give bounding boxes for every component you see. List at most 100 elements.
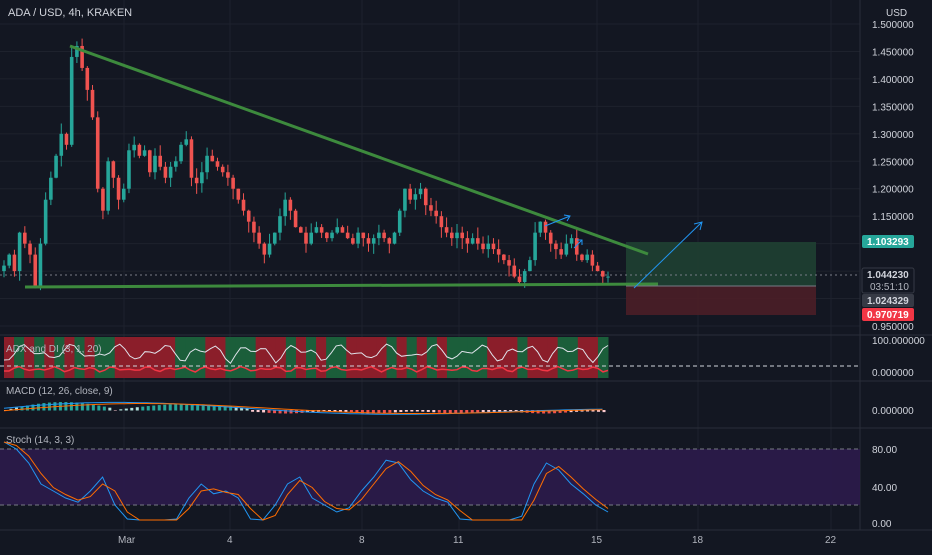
candle-body <box>548 232 553 244</box>
adx-line <box>3 343 609 364</box>
candle-body <box>496 249 501 255</box>
macd-bar <box>141 406 145 411</box>
adx-bar <box>215 337 226 378</box>
adx-bar <box>487 337 498 378</box>
projection-arrows[interactable] <box>544 214 703 289</box>
adx-bar <box>537 337 549 378</box>
candle-body <box>95 117 100 189</box>
stop-zone[interactable] <box>626 286 816 315</box>
macd-bar <box>503 410 507 412</box>
macd-bar <box>47 402 51 411</box>
svg-text:1.103293: 1.103293 <box>867 237 909 248</box>
currency-label: USD <box>886 8 907 19</box>
candle-body <box>397 210 402 233</box>
candle-body <box>262 243 267 255</box>
candle-body <box>408 188 412 200</box>
price-tick-5: 1.250000 <box>872 157 914 168</box>
symbol-title[interactable]: ADA / USD, 4h, KRAKEN <box>8 7 132 19</box>
candle-body <box>189 139 194 178</box>
adx-bar <box>507 337 518 378</box>
macd-bar <box>42 403 46 411</box>
stoch-tick-80: 80.00 <box>872 445 897 456</box>
adx-bar <box>34 337 45 378</box>
macd-bar <box>223 405 227 411</box>
macd-bar <box>91 404 95 411</box>
stoch-tick-40: 40.00 <box>872 483 897 494</box>
adx-bar <box>165 337 176 378</box>
adx-bar <box>265 337 277 378</box>
macd-bar <box>432 410 436 413</box>
macd-bar <box>278 410 282 414</box>
adx-bar <box>155 337 166 378</box>
time-label-4: 4 <box>227 535 233 546</box>
candle-body <box>54 155 58 178</box>
time-label-8: 8 <box>359 535 365 546</box>
entry-badge: 1.024329 <box>862 294 914 307</box>
candle-body <box>356 232 360 244</box>
candle-body <box>153 155 157 173</box>
pane-separators[interactable] <box>0 334 932 531</box>
macd-bar <box>97 405 101 411</box>
candle-body <box>569 238 574 244</box>
candle-body <box>142 150 147 156</box>
macd-bar <box>124 408 128 411</box>
macd-tick-0: 0.000000 <box>872 406 914 417</box>
candle-body <box>69 56 74 145</box>
candle-body <box>600 271 605 277</box>
candle-body <box>12 254 17 272</box>
candle-body <box>335 227 340 233</box>
adx-bar <box>597 337 609 378</box>
macd-bar <box>465 410 469 414</box>
candle-body <box>163 166 168 178</box>
support-trendline[interactable] <box>24 282 659 289</box>
candle-body <box>585 254 589 261</box>
adx-bar <box>316 337 327 378</box>
candle-body <box>455 232 459 239</box>
candle-body <box>137 144 142 156</box>
candle-body <box>272 232 277 244</box>
macd-bar <box>492 410 496 412</box>
large-arrow-icon <box>633 221 703 289</box>
adx-bar <box>235 337 247 378</box>
macd-bar <box>207 404 211 411</box>
adx-title: ADX and DI (3, 1, 20) <box>6 344 102 355</box>
candle-body <box>17 232 22 272</box>
candle-body <box>38 243 43 288</box>
candle-body <box>366 238 371 244</box>
candles <box>2 38 610 291</box>
adx-bar <box>185 337 196 378</box>
candle-body <box>220 166 225 173</box>
adx-pane[interactable]: ADX and DI (3, 1, 20) 100.000000 0.00000… <box>0 336 925 379</box>
adx-bar <box>406 337 418 378</box>
candle-body <box>184 139 189 145</box>
time-axis[interactable]: Mar 4 8 11 15 18 22 <box>118 535 837 546</box>
macd-bar <box>366 410 370 414</box>
candle-body <box>382 232 386 239</box>
macd-bar <box>267 410 271 413</box>
macd-bar <box>80 403 84 411</box>
macd-bar <box>487 410 491 412</box>
adx-bar <box>104 337 116 378</box>
macd-bar <box>454 410 458 414</box>
macd-bar <box>179 404 183 411</box>
macd-bar <box>262 410 266 413</box>
price-tick-6: 1.200000 <box>872 185 914 196</box>
descending-trendline[interactable] <box>69 44 649 256</box>
candle-body <box>377 232 381 239</box>
candle-body <box>345 232 350 239</box>
candle-body <box>121 188 126 200</box>
macd-bar <box>20 406 24 411</box>
time-label-11: 11 <box>453 535 464 546</box>
svg-text:1.024329: 1.024329 <box>867 296 909 307</box>
stoch-pane[interactable]: Stoch (14, 3, 3) 80.00 40.00 0.00 <box>0 435 897 530</box>
adx-bar <box>306 337 317 378</box>
adx-bar <box>64 337 75 378</box>
macd-pane[interactable]: MACD (12, 26, close, 9) 0.000000 <box>3 386 914 417</box>
di-minus-line <box>4 365 609 373</box>
target-zone[interactable] <box>626 242 816 286</box>
macd-bar <box>185 404 189 411</box>
candle-body <box>413 194 418 200</box>
macd-bar <box>256 410 260 413</box>
